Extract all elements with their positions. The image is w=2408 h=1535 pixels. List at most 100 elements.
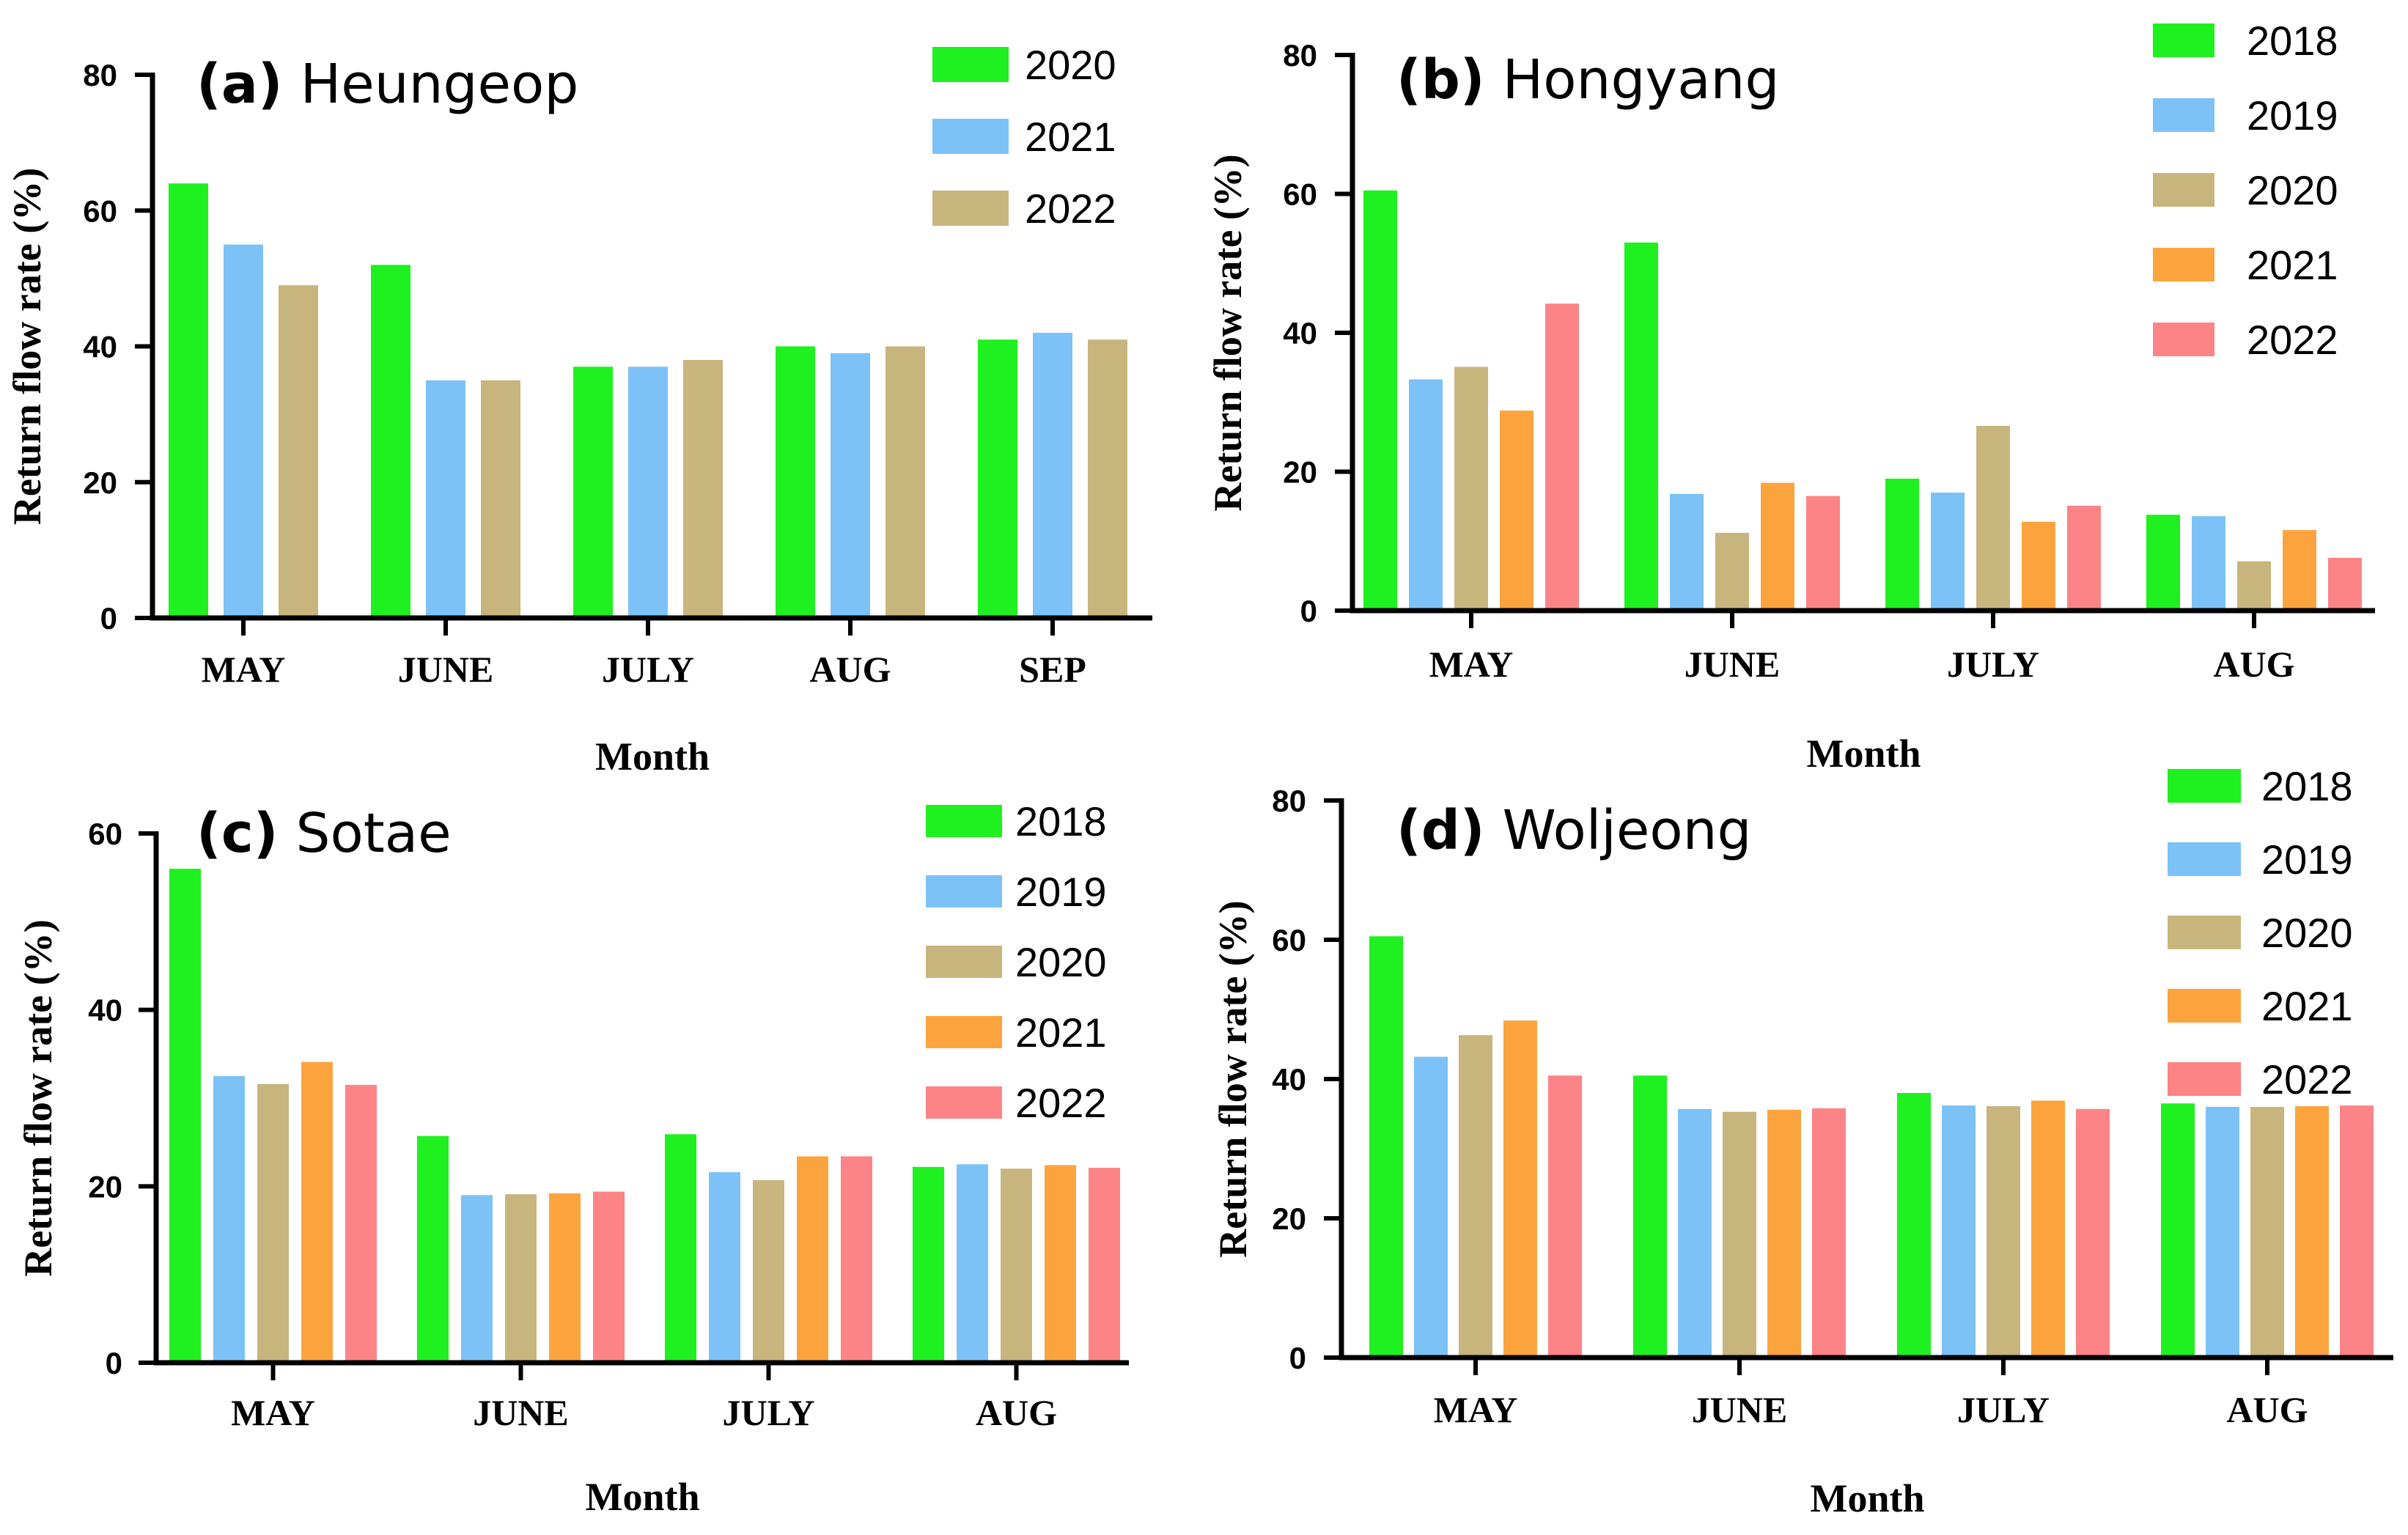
panel-site-name-b: Hongyang [1503,48,1780,111]
legend-label-d-2019: 2019 [2261,836,2353,883]
x-tick-label-b-aug: AUG [2213,644,2294,685]
legend-swatch-c-2018 [926,805,1002,837]
y-tick-label-a-20: 20 [83,465,117,500]
legend-label-b-2019: 2019 [2247,92,2338,139]
chart-panel-b: MAY JUNE JULY AUG 0 20 40 60 80 Month Return flow … [1206,18,2375,776]
legend-label-c-2018: 2018 [1015,798,1107,844]
bar-b-aug-2020 [2237,561,2271,611]
x-tick-label-b-june: JUNE [1685,644,1781,685]
bar-c-june-2019 [461,1195,493,1363]
x-tick-label-a-sep: SEP [1019,649,1086,690]
bar-d-may-2018 [1369,936,1403,1358]
bar-a-aug-2020 [776,346,815,618]
legend-label-c-2020: 2020 [1015,939,1107,985]
bar-d-july-2019 [1942,1105,1976,1358]
legend-swatch-b-2018 [2153,23,2214,57]
legend-swatch-c-2021 [926,1016,1002,1048]
bar-d-june-2022 [1812,1108,1846,1358]
bar-d-may-2019 [1414,1056,1448,1358]
legend-swatch-b-2021 [2153,248,2214,281]
legend-swatch-d-2021 [2168,989,2241,1023]
bar-a-july-2021 [628,367,668,618]
bar-c-june-2021 [549,1193,581,1363]
x-tick-label-c-aug: AUG [976,1392,1057,1433]
y-tick-label-a-0: 0 [100,601,117,636]
legend-label-d-2021: 2021 [2261,983,2353,1029]
panel-letter-d: (d) [1396,799,1485,862]
y-axis-title-a: Return flow rate (%) [5,168,49,525]
bar-b-june-2018 [1624,242,1658,611]
bar-c-aug-2020 [1001,1168,1032,1363]
y-tick-label-b-0: 0 [1300,594,1317,628]
panel-site-name-a: Heungeop [301,53,579,116]
bar-a-sep-2020 [978,339,1017,618]
bar-a-may-2021 [224,244,263,618]
y-tick-label-d-40: 40 [1272,1062,1306,1097]
legend-swatch-d-2019 [2168,842,2241,876]
legend-label-c-2022: 2022 [1015,1080,1107,1126]
x-tick-label-a-aug: AUG [809,649,891,690]
x-axis-title-a: Month [595,735,710,778]
bar-d-june-2021 [1767,1109,1801,1358]
legend-swatch-d-2020 [2168,916,2241,949]
bar-a-june-2020 [371,265,410,618]
panel-letter-a: (a) [196,53,283,116]
bar-b-june-2021 [1761,482,1794,611]
x-tick-label-d-june: JUNE [1692,1389,1788,1430]
bar-c-aug-2021 [1045,1165,1076,1363]
bar-c-june-2020 [505,1194,537,1363]
legend-label-a-2020: 2020 [1025,42,1116,88]
legend-swatch-c-2022 [926,1086,1002,1119]
panel-site-name-c: Sotae [296,802,452,865]
bar-c-june-2018 [417,1135,449,1363]
panel-letter-b: (b) [1396,48,1485,111]
legend-label-a-2021: 2021 [1025,114,1116,160]
bar-b-may-2021 [1500,411,1533,611]
bar-a-may-2020 [169,183,208,618]
legend-label-b-2021: 2021 [2247,242,2338,288]
x-tick-label-a-june: JUNE [398,649,494,690]
legend-label-d-2020: 2020 [2261,910,2353,956]
bar-c-july-2020 [753,1179,784,1363]
y-tick-label-c-40: 40 [88,993,122,1028]
x-tick-label-d-aug: AUG [2226,1389,2308,1430]
x-axis-title-b: Month [1806,732,1921,776]
bar-d-aug-2022 [2340,1105,2374,1358]
legend-label-c-2019: 2019 [1015,869,1107,915]
legend-swatch-b-2019 [2153,98,2214,132]
y-tick-label-b-40: 40 [1283,316,1317,350]
bar-c-aug-2019 [957,1164,988,1363]
legend-swatch-b-2020 [2153,173,2214,207]
y-tick-label-c-20: 20 [88,1169,122,1204]
panel-title-d: (d) Woljeong [1396,799,1752,862]
bar-d-aug-2018 [2161,1103,2195,1358]
y-tick-label-c-0: 0 [106,1346,122,1380]
legend-label-b-2018: 2018 [2247,18,2338,64]
bar-b-july-2018 [1885,478,1919,611]
panel-title-c: (c) Sotae [196,802,452,865]
legend-label-d-2018: 2018 [2261,763,2353,809]
y-tick-label-d-80: 80 [1272,784,1306,818]
panel-title-a: (a) Heungeop [196,53,578,116]
bar-b-july-2022 [2067,505,2101,611]
bar-d-june-2020 [1723,1111,1756,1358]
y-tick-label-d-20: 20 [1272,1201,1306,1236]
y-tick-label-a-80: 80 [83,58,117,92]
x-axis-title-c: Month [585,1475,699,1519]
bar-c-july-2018 [665,1134,696,1363]
x-tick-label-c-july: JULY [723,1392,815,1433]
legend-swatch-d-2018 [2168,769,2241,803]
legend-swatch-d-2022 [2168,1062,2241,1096]
legend-swatch-b-2022 [2153,323,2214,356]
chart-panel-c: MAY JUNE JULY AUG 0 20 40 60 Month Return flow ra… [16,798,1129,1519]
legend-label-a-2022: 2022 [1025,185,1116,232]
bar-d-july-2022 [2076,1108,2110,1358]
bar-c-may-2018 [169,869,201,1363]
bar-c-june-2022 [593,1191,625,1363]
x-tick-label-c-june: JUNE [473,1392,569,1433]
bar-c-aug-2018 [913,1166,944,1363]
bar-b-aug-2021 [2283,530,2316,611]
legend-label-c-2021: 2021 [1015,1009,1107,1056]
bar-b-june-2020 [1715,532,1749,611]
legend-label-b-2020: 2020 [2247,167,2338,213]
